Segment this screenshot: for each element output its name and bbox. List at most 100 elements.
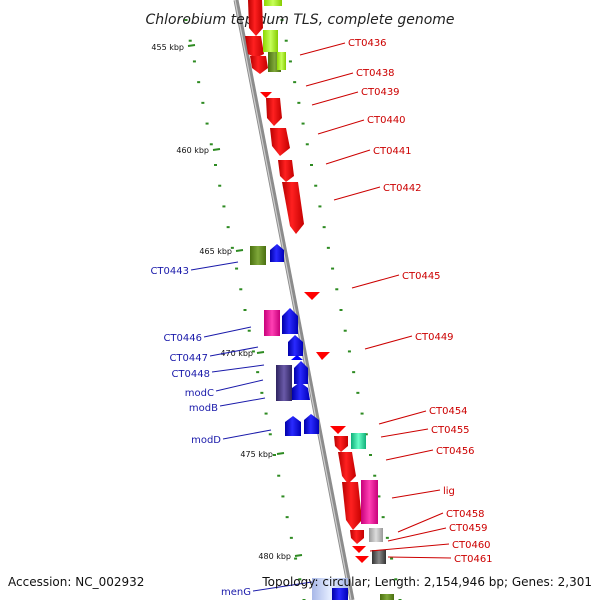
gene-label[interactable]: CT0446: [163, 333, 202, 344]
gene-arrow[interactable]: [316, 352, 330, 360]
gene-label[interactable]: modC: [185, 388, 214, 399]
leader-line: [252, 581, 313, 592]
gene-box[interactable]: [250, 246, 266, 265]
gene-label[interactable]: modD: [191, 435, 221, 446]
gene-arrow[interactable]: [342, 482, 362, 530]
gene-label[interactable]: CT0445: [402, 271, 441, 282]
guide-tick: [201, 101, 205, 104]
guide-tick: [251, 350, 255, 353]
kbp-tick: [276, 452, 285, 455]
guide-tick: [394, 578, 398, 581]
gene-arrow[interactable]: [250, 56, 268, 74]
gene-arrow[interactable]: [350, 530, 364, 544]
gene-label[interactable]: CT0447: [169, 353, 208, 364]
gene-label[interactable]: CT0441: [373, 146, 412, 157]
gene-box[interactable]: [263, 30, 278, 52]
guide-tick: [318, 205, 322, 208]
leader-line: [305, 72, 354, 87]
guide-tick: [218, 184, 222, 187]
leader-line: [222, 429, 272, 440]
leader-line: [190, 261, 239, 271]
guide-tick: [289, 536, 293, 539]
gene-arrow[interactable]: [294, 361, 308, 384]
gene-arrow[interactable]: [304, 414, 319, 434]
gene-arrow[interactable]: [270, 244, 284, 262]
gene-arrow[interactable]: [338, 452, 356, 484]
gene-arrow[interactable]: [245, 36, 264, 58]
gene-label[interactable]: CT0459: [449, 523, 488, 534]
gene-arrow[interactable]: [282, 308, 298, 334]
gene-box[interactable]: [351, 433, 366, 449]
gene-box[interactable]: [264, 0, 282, 6]
guide-tick: [390, 557, 394, 560]
guide-tick: [277, 474, 281, 477]
gene-label[interactable]: CT0456: [436, 446, 475, 457]
gene-arrow[interactable]: [282, 182, 304, 234]
leader-line: [215, 379, 264, 392]
gene-box[interactable]: [369, 528, 383, 542]
gene-arrow[interactable]: [292, 382, 310, 400]
gene-label[interactable]: CT0439: [361, 87, 400, 98]
gene-label[interactable]: CT0443: [150, 266, 189, 277]
gene-label[interactable]: CT0449: [415, 332, 454, 343]
gene-label[interactable]: CT0440: [367, 115, 406, 126]
gene-label[interactable]: CT0455: [431, 425, 470, 436]
leader-line: [311, 91, 359, 106]
gene-label[interactable]: CT0438: [356, 68, 395, 79]
gene-label[interactable]: CT0448: [171, 369, 210, 380]
leader-line: [299, 42, 346, 56]
guide-tick: [356, 391, 360, 394]
gene-box[interactable]: [277, 52, 286, 70]
genome-backbone: [233, 0, 355, 600]
leader-line: [219, 397, 266, 407]
gene-box[interactable]: [264, 310, 280, 336]
gene-box[interactable]: [332, 588, 348, 600]
gene-label[interactable]: lig: [443, 486, 455, 497]
left-gene-labels: CT0443 CT0446 CT0447 CT0448 modC modB mo…: [150, 261, 313, 598]
gene-arrow[interactable]: [248, 0, 263, 36]
gene-arrow[interactable]: [266, 98, 282, 126]
leader-line: [380, 428, 429, 438]
gene-label[interactable]: CT0458: [446, 509, 485, 520]
gene-arrow[interactable]: [278, 160, 294, 182]
kbp-tick: [256, 351, 265, 354]
guide-tick: [264, 412, 268, 415]
gene-label[interactable]: modB: [189, 403, 218, 414]
gene-label[interactable]: menG: [221, 587, 251, 598]
gene-label[interactable]: CT0454: [429, 406, 468, 417]
gene-arrow[interactable]: [334, 436, 348, 452]
guide-tick: [314, 184, 318, 187]
guide-tick: [268, 433, 272, 436]
gene-arrow[interactable]: [330, 426, 346, 434]
gene-arrow[interactable]: [352, 546, 366, 553]
guide-tick: [322, 226, 326, 229]
guide-tick: [243, 309, 247, 311]
gene-arrow[interactable]: [355, 556, 369, 563]
gene-arrow[interactable]: [285, 416, 301, 436]
guide-tick: [377, 495, 381, 498]
leader-line: [387, 556, 452, 559]
gene-label[interactable]: CT0442: [383, 183, 422, 194]
gene-box[interactable]: [361, 480, 378, 524]
gene-arrow[interactable]: [288, 335, 303, 356]
gene-box[interactable]: [276, 365, 292, 401]
gene-label[interactable]: CT0460: [452, 540, 491, 551]
gene-arrow[interactable]: [260, 92, 272, 98]
gene-label[interactable]: CT0436: [348, 38, 387, 49]
leader-line: [364, 335, 413, 350]
gene-arrow[interactable]: [270, 128, 290, 156]
reverse-genes: [250, 244, 319, 436]
guide-tick: [260, 391, 264, 394]
gene-arrow[interactable]: [304, 292, 320, 300]
guide-tick: [364, 433, 368, 436]
genome-backbone-highlight: [234, 0, 352, 600]
kbp-label: 470 kbp: [220, 349, 253, 358]
guide-tick: [293, 81, 297, 84]
gene-box[interactable]: [372, 550, 386, 564]
gene-label[interactable]: CT0461: [454, 554, 493, 565]
gene-arrow[interactable]: [291, 355, 303, 360]
gene-box[interactable]: [380, 594, 394, 600]
leader-line: [385, 449, 434, 461]
forward-genes: [245, 0, 394, 600]
guide-tick: [347, 350, 351, 353]
